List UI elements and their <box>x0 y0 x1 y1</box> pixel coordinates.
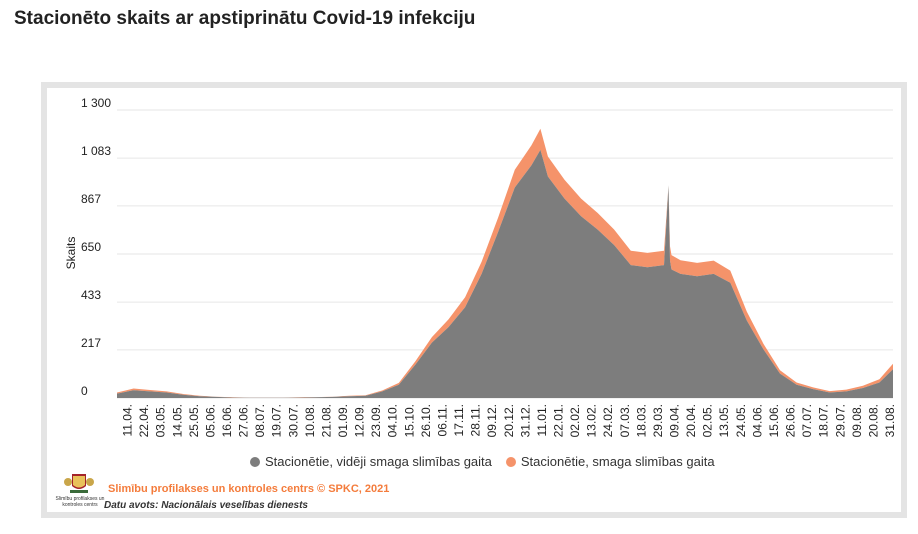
legend-label-severe: Stacionētie, smaga slimības gaita <box>520 454 715 469</box>
y-tick-label: 867 <box>81 192 101 206</box>
x-tick-label: 31.12. <box>518 404 532 437</box>
area-chart: 0 217 433 650 867 1 083 1 300 11.04. 22.04. 03.0… <box>64 96 898 437</box>
x-tick-label: 02.05. <box>701 404 715 437</box>
x-tick-label: 11.04. <box>121 404 135 436</box>
x-tick-label: 11.01. <box>535 404 549 436</box>
x-tick-label: 25.05. <box>187 404 201 437</box>
x-tick-label: 01.09. <box>336 404 350 437</box>
spkc-logo-icon <box>64 474 94 493</box>
x-tick-label: 07.07. <box>800 404 814 437</box>
source-text: Datu avots: Nacionālais veselības dienes… <box>104 500 308 511</box>
y-tick-labels: 0 217 433 650 867 1 083 1 300 <box>81 96 111 398</box>
x-tick-label: 26.06. <box>784 404 798 437</box>
x-tick-label: 16.06. <box>220 404 234 437</box>
y-axis-label: Skaits <box>64 237 78 270</box>
page-title: Stacionēto skaits ar apstiprinātu Covid-… <box>14 8 476 29</box>
x-tick-label: 04.06. <box>750 404 764 437</box>
x-tick-label: 06.11. <box>436 404 450 436</box>
legend-dot-severe <box>505 456 516 467</box>
x-tick-label: 22.01. <box>552 404 566 437</box>
x-tick-label: 15.06. <box>767 404 781 437</box>
x-tick-label: 13.02. <box>585 404 599 437</box>
x-tick-label: 14.05. <box>170 404 184 437</box>
legend-item-moderate[interactable]: Stacionētie, vidēji smaga slimības gaita <box>250 454 492 469</box>
x-tick-label: 28.11. <box>469 404 483 436</box>
x-tick-label: 30.07. <box>286 404 300 437</box>
x-tick-label: 05.06. <box>203 404 217 437</box>
series-layer <box>117 128 893 398</box>
x-tick-label: 17.11. <box>452 404 466 436</box>
x-tick-label: 26.10. <box>419 404 433 437</box>
x-tick-label: 09.04. <box>668 404 682 437</box>
x-tick-label: 24.05. <box>734 404 748 437</box>
x-tick-label: 31.08. <box>883 404 897 437</box>
y-tick-label: 1 300 <box>81 96 111 110</box>
series-area-moderate <box>117 149 893 398</box>
legend-item-severe[interactable]: Stacionētie, smaga slimības gaita <box>505 454 715 469</box>
x-tick-label: 03.05. <box>154 404 168 437</box>
x-tick-label: 19.07. <box>270 404 284 437</box>
x-tick-label: 22.04. <box>137 404 151 437</box>
y-tick-label: 0 <box>81 384 88 398</box>
y-tick-label: 650 <box>81 240 101 254</box>
x-tick-label: 29.07. <box>833 404 847 437</box>
x-tick-label: 20.04. <box>684 404 698 437</box>
legend-dot-moderate <box>250 456 260 467</box>
x-tick-label: 09.08. <box>850 404 864 437</box>
x-tick-label: 20.12. <box>502 404 516 437</box>
y-tick-label: 217 <box>81 336 101 350</box>
logo-caption: Slimību profilakses un kontroles centrs <box>55 496 105 508</box>
x-tick-label: 04.10. <box>386 404 400 437</box>
x-tick-label: 29.03. <box>651 404 665 437</box>
x-tick-label: 02.02. <box>568 404 582 437</box>
x-tick-label: 18.07. <box>817 404 831 437</box>
x-tick-label: 09.12. <box>485 404 499 437</box>
x-tick-label: 18.03. <box>634 404 648 437</box>
y-tick-label: 1 083 <box>81 144 111 158</box>
x-tick-label: 12.09. <box>353 404 367 437</box>
x-tick-label: 07.03. <box>618 404 632 437</box>
x-tick-label: 24.02. <box>601 404 615 437</box>
y-tick-label: 433 <box>81 288 101 302</box>
x-tick-label: 20.08. <box>866 404 880 437</box>
chart-legend: Stacionētie, vidēji smaga slimības gaita… <box>250 454 715 469</box>
credit-text: Slimību profilakses un kontroles centrs … <box>108 483 390 495</box>
x-tick-label: 23.09. <box>369 404 383 437</box>
x-tick-labels: 11.04. 22.04. 03.05. 14.05. 25.05. 05.06. 16.0… <box>121 404 898 437</box>
x-tick-label: 08.07. <box>253 404 267 437</box>
x-tick-label: 27.06. <box>237 404 251 437</box>
legend-label-moderate: Stacionētie, vidēji smaga slimības gaita <box>265 454 492 469</box>
x-tick-label: 21.08. <box>319 404 333 437</box>
x-tick-label: 15.10. <box>402 404 416 437</box>
x-tick-label: 13.05. <box>717 404 731 437</box>
x-tick-label: 10.08. <box>303 404 317 437</box>
